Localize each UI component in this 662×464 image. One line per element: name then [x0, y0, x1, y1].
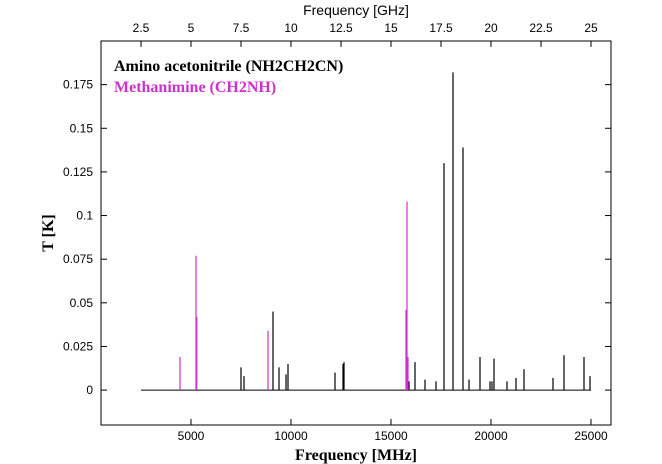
legend-item-methanimine: Methanimine (CH2NH): [114, 79, 276, 96]
x2-axis-title: Frequency [GHz]: [303, 2, 409, 18]
x2-tick-label: 15: [384, 21, 398, 35]
y-tick-label: 0.175: [63, 78, 93, 92]
x2-tick-label: 20: [484, 21, 498, 35]
ticks-layer: 5000 10000 15000 20000 25000 2.5 5 7.5 10 12.5 15 1…: [63, 21, 611, 443]
x2-tick-label: 10: [284, 21, 298, 35]
y-tick-label: 0.025: [63, 339, 93, 353]
x2-tick-label: 5: [188, 21, 195, 35]
y-tick-label: 0.05: [70, 296, 94, 310]
y-axis-title: T [K]: [40, 214, 57, 251]
x-tick-label: 10000: [274, 429, 308, 443]
x2-tick-label: 2.5: [133, 21, 150, 35]
x2-tick-label: 17.5: [429, 21, 453, 35]
x-axis-title: Frequency [MHz]: [295, 447, 417, 464]
y-tick-label: 0.075: [63, 252, 93, 266]
y-tick-label: 0.15: [70, 121, 94, 135]
x2-tick-label: 7.5: [233, 21, 250, 35]
y-tick-label: 0: [86, 383, 93, 397]
x-tick-label: 15000: [374, 429, 408, 443]
plot-frame: [100, 40, 612, 426]
marks-layer: [141, 72, 591, 391]
x-tick-label: 20000: [474, 429, 508, 443]
x-tick-label: 25000: [574, 429, 608, 443]
x2-tick-label: 22.5: [529, 21, 553, 35]
x-tick-label: 5000: [178, 429, 205, 443]
legend-item-amino-acetonitrile: Amino acetonitrile (NH2CH2CN): [114, 58, 343, 75]
y-tick-label: 0.1: [76, 209, 93, 223]
x2-tick-label: 25: [584, 21, 598, 35]
x2-tick-label: 12.5: [329, 21, 353, 35]
y-tick-label: 0.125: [63, 165, 93, 179]
